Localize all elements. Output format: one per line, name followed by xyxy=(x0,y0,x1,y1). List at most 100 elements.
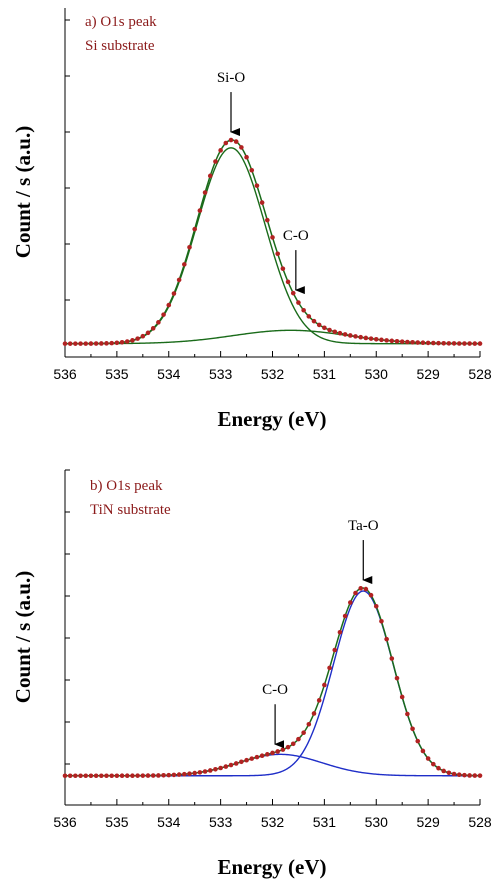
data-point xyxy=(363,586,369,592)
data-point xyxy=(420,340,426,346)
data-point xyxy=(254,754,260,760)
data-point xyxy=(405,711,410,717)
data-point xyxy=(425,340,431,346)
data-point xyxy=(218,148,223,153)
data-point xyxy=(451,341,457,346)
data-point xyxy=(249,167,255,173)
data-point xyxy=(114,340,120,346)
data-point xyxy=(379,618,384,624)
data-point xyxy=(467,341,472,346)
data-point xyxy=(425,756,431,761)
data-point xyxy=(104,341,109,346)
data-point xyxy=(332,329,338,335)
data-point xyxy=(161,773,166,778)
data-point xyxy=(337,629,343,635)
data-point xyxy=(410,726,415,732)
data-point xyxy=(456,341,462,346)
data-point xyxy=(150,773,156,778)
annotation-si-o: Si-O xyxy=(217,70,246,86)
data-point xyxy=(213,767,218,772)
data-point xyxy=(140,333,146,339)
component-curve-si-o xyxy=(65,147,480,345)
data-point xyxy=(83,773,89,779)
data-point xyxy=(119,773,125,779)
data-point xyxy=(394,338,400,344)
data-point xyxy=(239,145,244,150)
data-point xyxy=(316,698,322,703)
data-point xyxy=(399,694,405,700)
data-point xyxy=(389,656,395,661)
data-point xyxy=(233,761,239,766)
data-point xyxy=(78,341,83,346)
data-point xyxy=(259,200,265,205)
panel-a-sublabel: Si substrate xyxy=(85,38,155,54)
panel-a-xlabel: Energy (eV) xyxy=(217,407,326,431)
data-point xyxy=(202,190,208,195)
data-point xyxy=(477,773,483,778)
data-point xyxy=(182,262,187,267)
x-tick-label: 532 xyxy=(261,814,285,830)
data-point xyxy=(187,771,192,777)
x-tick-label: 528 xyxy=(468,366,492,382)
data-point xyxy=(306,314,312,319)
data-point xyxy=(202,769,208,774)
data-point xyxy=(316,322,322,328)
data-point xyxy=(93,341,99,346)
data-point xyxy=(228,762,234,768)
data-point xyxy=(223,764,229,769)
data-point xyxy=(306,721,312,727)
data-point xyxy=(456,772,462,778)
data-point xyxy=(384,636,389,642)
data-point xyxy=(420,748,426,754)
panel-a-ylabel: Count / s (a.u.) xyxy=(11,126,35,258)
x-tick-label: 533 xyxy=(209,366,233,382)
annotation-c-o: C-O xyxy=(283,228,309,244)
x-tick-label: 530 xyxy=(365,814,389,830)
data-point xyxy=(290,290,296,296)
panel-b-label: b) O1s peak xyxy=(90,478,163,494)
data-point xyxy=(67,773,73,779)
data-point xyxy=(244,757,249,763)
data-point xyxy=(124,773,130,779)
data-point xyxy=(275,749,280,754)
data-point xyxy=(410,339,415,345)
data-point xyxy=(171,772,177,778)
data-point xyxy=(441,340,446,346)
data-point xyxy=(467,773,472,778)
data-point xyxy=(265,217,270,223)
data-point xyxy=(368,592,374,598)
data-point xyxy=(62,341,68,346)
x-tick-label: 535 xyxy=(105,814,129,830)
annotation-ta-o: Ta-O xyxy=(348,518,379,534)
x-tick-label: 536 xyxy=(53,814,77,830)
data-point xyxy=(119,339,125,345)
data-point xyxy=(290,741,296,747)
data-point xyxy=(150,326,156,331)
data-point xyxy=(156,773,161,778)
data-point xyxy=(462,341,467,346)
data-point xyxy=(342,613,348,619)
data-point xyxy=(280,747,286,752)
data-point xyxy=(197,770,203,775)
data-point xyxy=(265,752,270,757)
data-point xyxy=(109,340,114,346)
x-tick-label: 528 xyxy=(468,814,492,830)
data-point xyxy=(348,333,353,338)
data-point xyxy=(446,341,452,346)
data-point xyxy=(78,773,83,779)
data-point xyxy=(405,339,410,345)
data-point xyxy=(135,336,140,341)
data-point xyxy=(104,773,109,779)
data-point xyxy=(373,603,379,609)
data-point xyxy=(207,173,213,179)
data-point xyxy=(73,773,78,779)
data-point xyxy=(436,765,441,771)
data-point xyxy=(446,770,452,776)
panel-b-sublabel: TiN substrate xyxy=(90,502,171,518)
data-point xyxy=(254,183,260,188)
data-point xyxy=(239,759,244,765)
data-point xyxy=(249,756,255,761)
data-point xyxy=(379,337,384,343)
data-point xyxy=(373,336,379,342)
data-point xyxy=(462,772,467,778)
